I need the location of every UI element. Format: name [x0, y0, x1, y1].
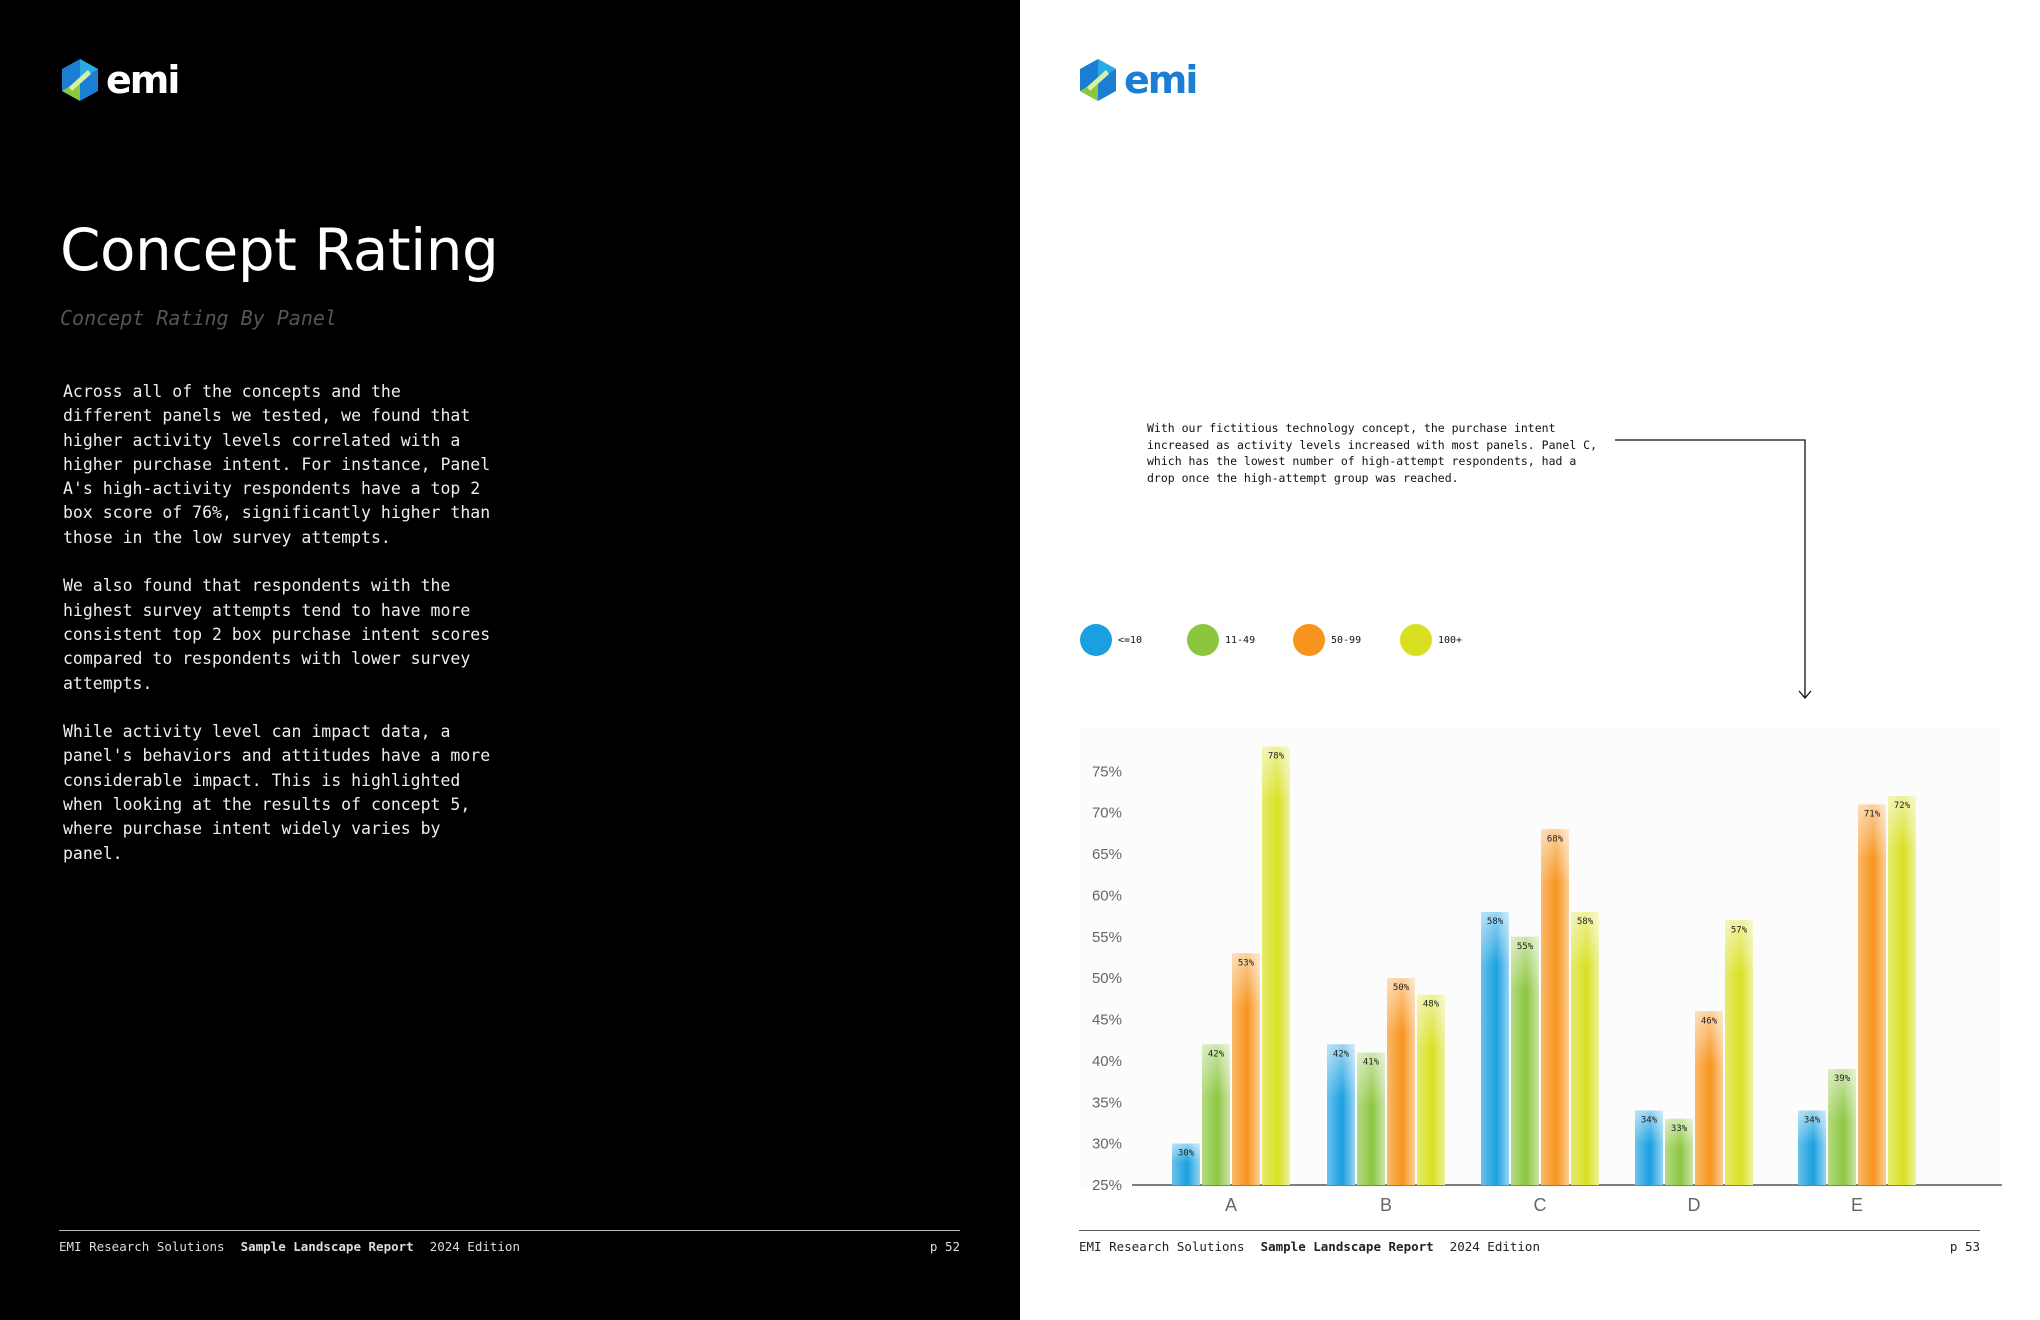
bar-shine — [1695, 1011, 1723, 1132]
legend-label: 100+ — [1438, 634, 1463, 646]
brand-logo: emi — [1078, 58, 1198, 102]
legend-swatch — [1400, 624, 1432, 656]
legend-swatch — [1293, 624, 1325, 656]
y-tick-label: 65% — [1092, 846, 1122, 863]
bar-shine — [1828, 1069, 1856, 1185]
bar-shine — [1725, 920, 1753, 1041]
bar-shine — [1232, 953, 1260, 1074]
bar-shine — [1417, 994, 1445, 1115]
page-title: Concept Rating — [60, 216, 499, 284]
paragraph: Across all of the concepts and the diffe… — [63, 382, 491, 547]
x-tick-label: C — [1534, 1195, 1547, 1215]
data-label: 34% — [1804, 1116, 1821, 1126]
data-label: 57% — [1731, 925, 1748, 935]
page-footer: EMI Research Solutions Sample Landscape … — [59, 1230, 960, 1254]
brand-wordmark: emi — [106, 58, 180, 102]
bar-shine — [1481, 912, 1509, 1032]
bar-shine — [1798, 1110, 1826, 1185]
data-label: 34% — [1641, 1116, 1658, 1126]
data-label: 50% — [1393, 983, 1410, 993]
y-tick-label: 75% — [1092, 763, 1122, 780]
footer-company: EMI Research Solutions — [59, 1239, 225, 1254]
annotation-arrow-icon — [1615, 439, 1812, 699]
legend-label: 11-49 — [1225, 634, 1256, 646]
bar-shine — [1172, 1143, 1200, 1185]
brand-wordmark: emi — [1124, 58, 1198, 102]
bar-shine — [1327, 1044, 1355, 1165]
emi-hexagon-logo-icon — [1080, 59, 1116, 101]
bar-shine — [1635, 1110, 1663, 1185]
page-footer: EMI Research Solutions Sample Landscape … — [1079, 1230, 1980, 1254]
bar-chart: 25% 30% 35% 40% 45% 50% 55% 60% 65% 70% 75% 30% 42% 5… — [1080, 728, 2002, 1215]
paragraph: While activity level can impact data, a … — [63, 722, 491, 863]
bar-shine — [1541, 829, 1569, 950]
data-label: 46% — [1701, 1016, 1718, 1026]
legend-item: <=10 — [1080, 624, 1142, 656]
data-label: 58% — [1487, 917, 1504, 927]
data-label: 30% — [1178, 1149, 1195, 1159]
data-label: 78% — [1268, 752, 1285, 762]
bar-shine — [1202, 1044, 1230, 1165]
bar-shine — [1858, 804, 1886, 925]
x-tick-label: B — [1380, 1195, 1392, 1215]
y-tick-label: 60% — [1092, 887, 1122, 904]
chart-legend: <=10 11-49 50-99 100+ — [1080, 624, 1580, 658]
footer-edition: 2024 Edition — [1449, 1239, 1540, 1254]
y-tick-label: 50% — [1092, 970, 1122, 987]
bar-shine — [1888, 796, 1916, 917]
body-text: Across all of the concepts and the diffe… — [63, 380, 493, 890]
footer-page-number: p 52 — [929, 1239, 960, 1254]
y-tick-label: 40% — [1092, 1053, 1122, 1070]
legend-item: 100+ — [1400, 624, 1462, 656]
data-label: 71% — [1864, 809, 1881, 819]
data-label: 33% — [1671, 1124, 1688, 1134]
x-tick-label: A — [1225, 1195, 1237, 1215]
page-subtitle: Concept Rating By Panel — [60, 306, 337, 330]
data-label: 42% — [1333, 1049, 1350, 1059]
left-page: emi Concept Rating Concept Rating By Pan… — [0, 0, 1020, 1320]
x-tick-label: D — [1688, 1195, 1701, 1215]
footer-report: Sample Landscape Report — [1260, 1239, 1434, 1254]
data-label: 68% — [1547, 834, 1564, 844]
data-label: 72% — [1894, 801, 1911, 811]
legend-swatch — [1187, 624, 1219, 656]
bar-shine — [1665, 1118, 1693, 1185]
brand-logo: emi — [60, 58, 180, 102]
right-page: emi With our fictitious technology conce… — [1020, 0, 2040, 1320]
data-label: 55% — [1517, 942, 1534, 952]
legend-label: <=10 — [1118, 634, 1143, 646]
bar-shine — [1511, 936, 1539, 1057]
bar-shine — [1387, 978, 1415, 1099]
data-label: 48% — [1423, 1000, 1440, 1010]
footer-edition: 2024 Edition — [429, 1239, 520, 1254]
legend-item: 50-99 — [1293, 624, 1361, 656]
y-tick-label: 35% — [1092, 1094, 1122, 1111]
data-label: 42% — [1208, 1049, 1225, 1059]
data-label: 58% — [1577, 917, 1594, 927]
bar-shine — [1571, 912, 1599, 1032]
y-tick-label: 30% — [1092, 1136, 1122, 1153]
x-tick-label: E — [1851, 1195, 1863, 1215]
footer-page-number: p 53 — [1949, 1239, 1980, 1254]
chart-annotation: With our fictitious technology concept, … — [1147, 421, 1598, 485]
paragraph: We also found that respondents with the … — [63, 576, 491, 693]
footer-report: Sample Landscape Report — [240, 1239, 414, 1254]
footer-company: EMI Research Solutions — [1079, 1239, 1245, 1254]
y-tick-label: 55% — [1092, 929, 1122, 946]
data-label: 53% — [1238, 958, 1255, 968]
y-tick-label: 45% — [1092, 1012, 1122, 1029]
data-label: 41% — [1363, 1058, 1380, 1068]
data-label: 39% — [1834, 1074, 1851, 1084]
legend-label: 50-99 — [1331, 634, 1362, 646]
emi-hexagon-logo-icon — [62, 59, 98, 101]
y-tick-label: 70% — [1092, 805, 1122, 822]
legend-swatch — [1080, 624, 1112, 656]
bar-shine — [1357, 1052, 1385, 1173]
y-tick-label: 25% — [1092, 1177, 1122, 1194]
bar-shine — [1262, 746, 1290, 867]
legend-item: 11-49 — [1187, 624, 1255, 656]
